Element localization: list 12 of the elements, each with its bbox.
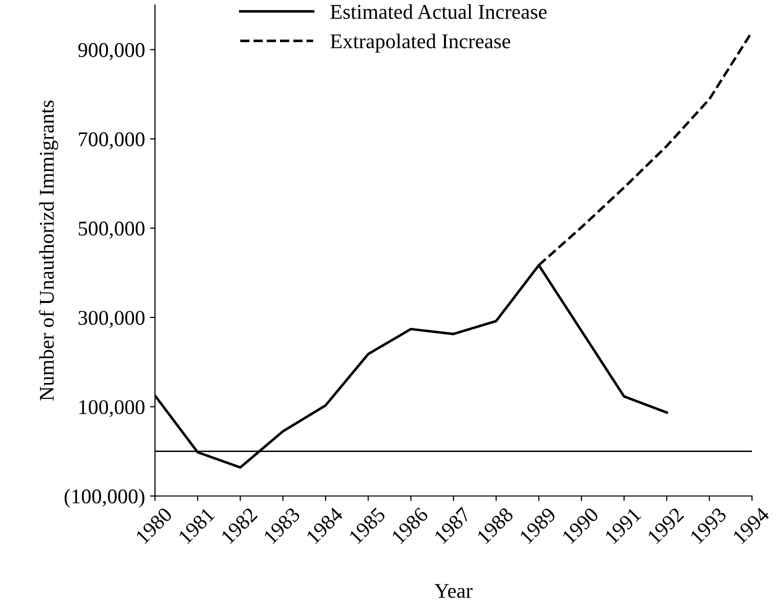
legend-label: Estimated Actual Increase <box>330 4 547 19</box>
y-tick-label: 300,000 <box>78 310 144 328</box>
y-tick-label: 900,000 <box>78 43 144 60</box>
x-tick-label: 1981 <box>178 507 216 544</box>
y-tick-label: (100,000) <box>64 488 144 508</box>
x-tick-label: 1991 <box>604 507 642 544</box>
x-axis-title: Year <box>434 584 473 598</box>
y-axis-title: Number of Unauthorizd Immigrants <box>38 100 58 401</box>
legend-label: Extrapolated Increase <box>330 34 510 53</box>
y-tick-label: 100,000 <box>79 400 144 418</box>
y-tick-label: 500,000 <box>78 222 144 239</box>
y-tick-label: 700,000 <box>78 132 144 150</box>
